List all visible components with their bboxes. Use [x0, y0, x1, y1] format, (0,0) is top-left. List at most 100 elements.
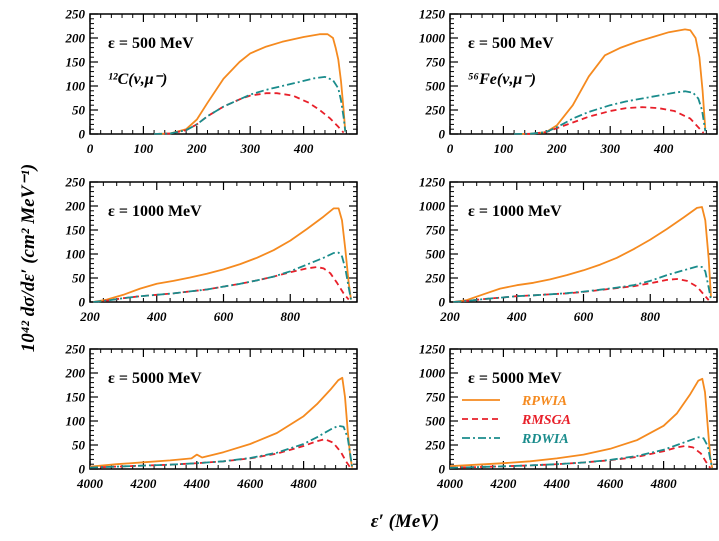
y-tick-label: 0	[439, 462, 446, 477]
x-tick-label: 400	[653, 141, 674, 156]
x-tick-label: 100	[494, 141, 514, 156]
x-tick-label: 600	[574, 309, 594, 324]
x-tick-label: 4000	[436, 476, 464, 491]
y-tick-label: 150	[66, 390, 86, 405]
energy-label: ε = 5000 MeV	[108, 370, 202, 387]
y-tick-label: 1250	[419, 342, 446, 357]
y-tick-label: 750	[426, 390, 446, 405]
x-tick-label: 4400	[183, 476, 211, 491]
plot-frame	[89, 13, 358, 135]
energy-label: ε = 500 MeV	[108, 35, 194, 52]
y-tick-label: 250	[65, 175, 86, 190]
energy-label: ε = 1000 MeV	[108, 203, 202, 220]
y-tick-label: 200	[65, 31, 86, 46]
x-tick-label: 200	[546, 141, 567, 156]
energy-label: ε = 1000 MeV	[468, 203, 562, 220]
nucleus-label: ¹²C(ν,μ⁻)	[108, 71, 167, 88]
y-tick-label: 150	[66, 55, 86, 70]
y-tick-label: 0	[79, 462, 86, 477]
series-line-rpwia	[89, 376, 354, 468]
series-line-rdwia	[449, 436, 714, 469]
x-tick-label: 4000	[76, 476, 104, 491]
series-line-rmsga	[449, 445, 712, 469]
series-line-rpwia	[449, 377, 714, 469]
y-tick-label: 1000	[419, 366, 446, 381]
x-tick-label: 200	[186, 141, 207, 156]
x-tick-label: 4400	[543, 476, 571, 491]
x-tick-label: 4800	[650, 476, 678, 491]
x-tick-label: 0	[447, 141, 454, 156]
x-tick-label: 4200	[129, 476, 157, 491]
series-line-rmsga	[93, 266, 350, 303]
x-tick-label: 4600	[596, 476, 624, 491]
y-tick-label: 150	[66, 223, 86, 238]
energy-label: ε = 5000 MeV	[468, 370, 562, 387]
series-line-rmsga	[514, 106, 705, 135]
y-tick-label: 1000	[419, 31, 446, 46]
plot-frame	[449, 13, 718, 135]
plot-frame	[89, 348, 358, 470]
y-tick-label: 100	[66, 414, 86, 429]
y-tick-label: 0	[79, 295, 86, 310]
y-tick-label: 50	[72, 103, 86, 118]
y-tick-label: 500	[426, 247, 446, 262]
x-tick-label: 800	[281, 309, 301, 324]
y-tick-label: 0	[439, 127, 446, 142]
x-tick-label: 300	[239, 141, 260, 156]
x-tick-label: 4800	[290, 476, 318, 491]
nucleus-label: ⁵⁶Fe(ν,μ⁻)	[468, 71, 536, 88]
y-tick-label: 250	[65, 342, 86, 357]
y-tick-label: 200	[65, 199, 86, 214]
plot-frame	[449, 348, 718, 470]
series-line-rpwia	[514, 28, 707, 135]
panel-bottom-left: 0 50 100 150 200 250 4000 4200 4400 4600 4800 ε = 5…	[65, 342, 358, 491]
x-tick-label: 600	[214, 309, 234, 324]
y-tick-label: 0	[439, 295, 446, 310]
panel-middle-left: 0 50 100 150 200 250 200 400 600 800 ε = 1000 MeV	[65, 175, 358, 324]
y-tick-label: 1250	[419, 175, 446, 190]
x-tick-label: 200	[439, 309, 460, 324]
y-tick-label: 200	[65, 366, 86, 381]
x-tick-label: 100	[134, 141, 154, 156]
y-tick-label: 1000	[419, 199, 446, 214]
series-line-rmsga	[154, 92, 345, 135]
legend: RPWIA RMSGA RDWIA	[462, 394, 571, 447]
y-tick-label: 250	[425, 438, 446, 453]
panel-middle-right: 0 250 500 750 1000 1250 200 400 600 800 ε = 1000 M…	[419, 175, 718, 324]
series-line-rmsga	[89, 438, 352, 469]
plot-frame	[449, 181, 718, 303]
y-tick-label: 500	[426, 79, 446, 94]
y-tick-label: 1250	[419, 7, 446, 22]
x-tick-label: 400	[293, 141, 314, 156]
y-tick-label: 50	[72, 438, 86, 453]
series-line-rpwia	[453, 206, 712, 303]
x-tick-label: 4200	[489, 476, 517, 491]
y-tick-label: 750	[426, 55, 446, 70]
series-line-rpwia	[154, 33, 347, 135]
series-line-rdwia	[453, 265, 712, 303]
panels: 0 50 100 150 200 250 0 100 200 300 400 ε = 500 MeV ¹…	[65, 7, 718, 491]
y-tick-label: 250	[65, 7, 86, 22]
y-tick-label: 100	[66, 79, 86, 94]
x-axis-title: ε′ (MeV)	[371, 511, 440, 532]
panel-bottom-right: 0 250 500 750 1000 1250 4000 4200 4400 4600 4800 ε …	[419, 342, 718, 491]
x-tick-label: 0	[87, 141, 94, 156]
series-line-rdwia	[514, 90, 707, 135]
y-tick-label: 500	[426, 414, 446, 429]
y-tick-label: 250	[425, 271, 446, 286]
x-tick-label: 200	[79, 309, 100, 324]
series-line-rdwia	[93, 251, 352, 303]
x-tick-label: 300	[599, 141, 620, 156]
series-line-rpwia	[93, 207, 352, 303]
y-axis-title: 10⁴² dσ/dε′ (cm² MeV⁻¹)	[18, 164, 39, 353]
x-tick-label: 400	[506, 309, 527, 324]
legend-label-rpwia: RPWIA	[521, 394, 567, 409]
legend-label-rdwia: RDWIA	[521, 432, 569, 447]
energy-label: ε = 500 MeV	[468, 35, 554, 52]
series-line-rdwia	[89, 424, 354, 469]
y-tick-label: 250	[425, 103, 446, 118]
x-tick-label: 800	[641, 309, 661, 324]
y-tick-label: 0	[79, 127, 86, 142]
series-line-rdwia	[154, 76, 347, 135]
